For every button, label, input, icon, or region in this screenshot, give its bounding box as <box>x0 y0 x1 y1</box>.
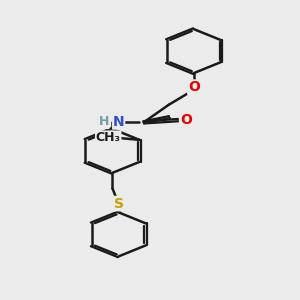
Text: CH₃: CH₃ <box>96 131 121 144</box>
Text: O: O <box>180 113 192 127</box>
Text: N: N <box>113 115 124 129</box>
Text: S: S <box>114 196 124 211</box>
Text: H: H <box>98 116 109 128</box>
Text: O: O <box>188 80 200 94</box>
